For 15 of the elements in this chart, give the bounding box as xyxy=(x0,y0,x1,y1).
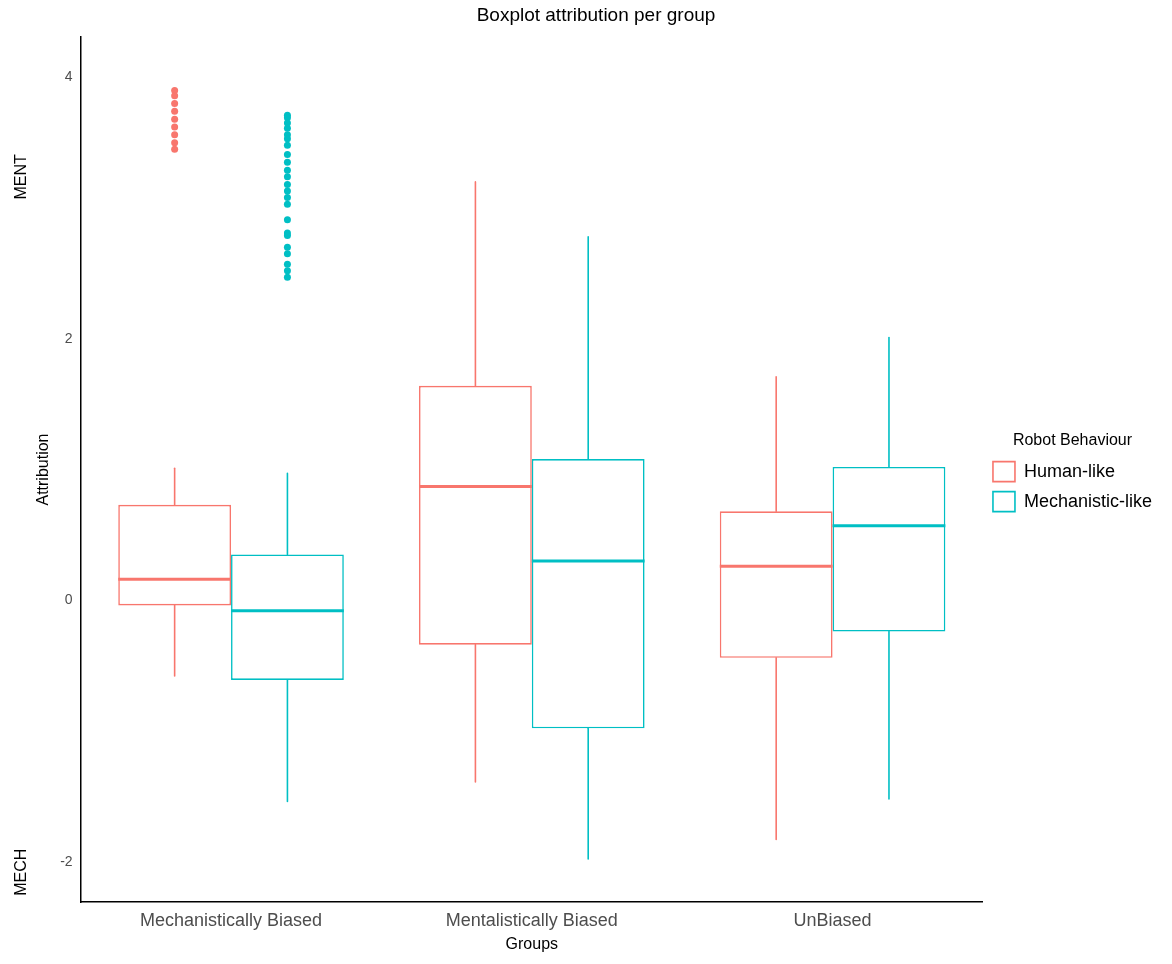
y-tick-label: -2 xyxy=(60,852,73,869)
legend-label: Human-like xyxy=(1023,460,1115,481)
y-axis-title: Attribution xyxy=(34,433,52,506)
x-tick-label: Mechanistically Biased xyxy=(139,909,323,930)
text: MECH xyxy=(12,848,30,896)
legend-label: Mechanistic-like xyxy=(1023,490,1153,511)
x-tick-label: UnBiased xyxy=(793,909,872,930)
y-tick-label: 4 xyxy=(64,68,73,85)
chart-title: Boxplot attribution per group xyxy=(476,3,716,25)
y-tick-label: 0 xyxy=(64,591,73,608)
legend-title: Robot Behaviour xyxy=(1012,430,1133,448)
x-tick-label: Mentalistically Biased xyxy=(445,909,618,930)
x-axis-title: Groups xyxy=(505,934,559,952)
y-tick-label: 2 xyxy=(64,329,73,346)
text: MENT xyxy=(12,153,30,200)
